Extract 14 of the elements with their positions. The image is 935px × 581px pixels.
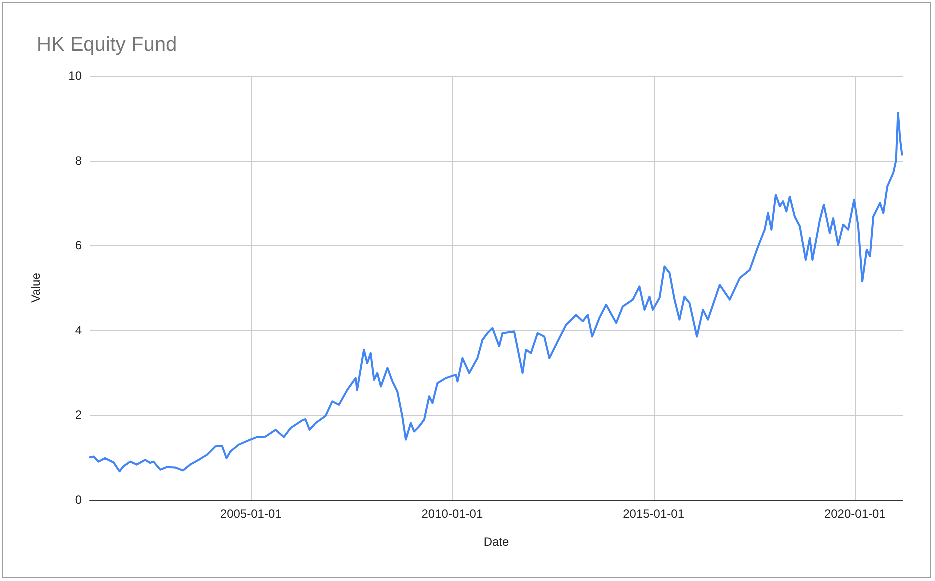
line-series bbox=[89, 112, 904, 473]
x-tick-label: 2015-01-01 bbox=[623, 507, 685, 521]
y-tick-label: 10 bbox=[68, 69, 82, 83]
y-tick-label: 4 bbox=[75, 323, 82, 338]
x-tick-label: 2020-01-01 bbox=[824, 507, 886, 521]
y-tick-label: 6 bbox=[75, 238, 82, 253]
y-axis-title: Value bbox=[29, 272, 43, 303]
y-tick-label: 2 bbox=[75, 408, 82, 422]
y-tick-label: 8 bbox=[75, 154, 82, 168]
y-tick-label: 0 bbox=[75, 493, 82, 507]
x-tick-label: 2010-01-01 bbox=[422, 507, 484, 521]
x-tick-label: 2005-01-01 bbox=[220, 507, 282, 521]
x-axis-title: Date bbox=[484, 535, 510, 549]
chart-title: HK Equity Fund bbox=[37, 34, 178, 56]
